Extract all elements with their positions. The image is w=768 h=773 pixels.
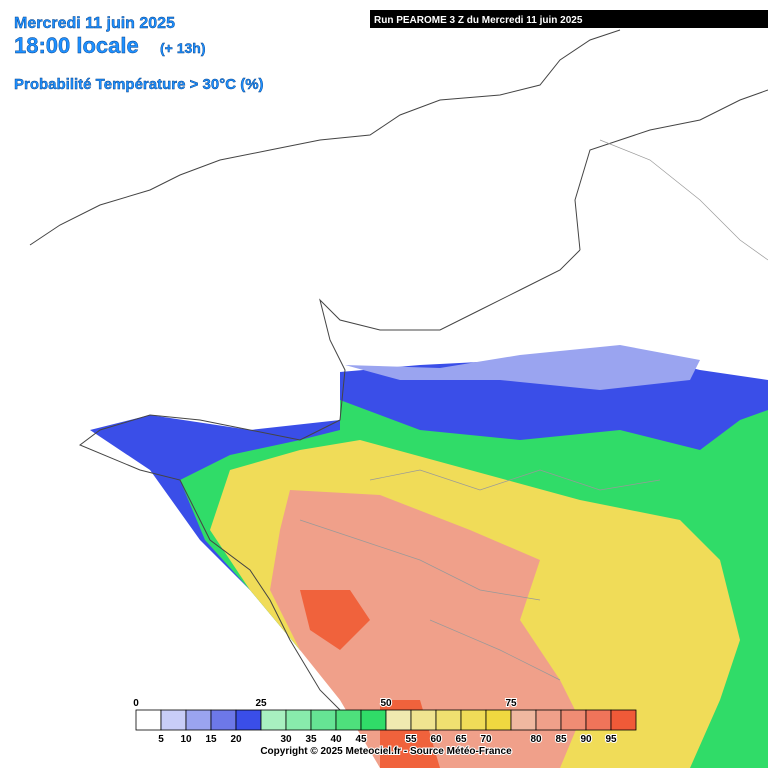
run-banner (370, 10, 768, 28)
legend-swatch (410, 709, 437, 731)
legend-label-bottom: 90 (580, 734, 592, 745)
probability-field (90, 345, 768, 768)
legend-swatch (210, 709, 237, 731)
legend-label-bottom: 45 (355, 734, 367, 745)
legend-label-bottom: 80 (530, 734, 542, 745)
legend-label-bottom: 35 (305, 734, 317, 745)
legend-label-bottom: 40 (330, 734, 342, 745)
legend-swatch (560, 709, 587, 731)
zone-light-blue (345, 345, 700, 390)
regional-borders (299, 139, 768, 681)
legend-swatch (235, 709, 262, 731)
legend-label-bottom: 10 (180, 734, 192, 745)
legend-swatch (435, 709, 462, 731)
legend-swatch (310, 709, 337, 731)
coastlines (29, 29, 768, 721)
legend-label-top: 50 (380, 698, 392, 709)
legend-swatch (185, 709, 212, 731)
legend: 0 25 50 75 5 10 15 20 30 35 40 45 55 60 65 70 80 85 90 95 (132, 697, 637, 746)
time: 18:00 locale (14, 33, 139, 58)
france-coast (79, 249, 581, 721)
lead-time: (+ 13h) (160, 40, 206, 56)
legend-label-bottom: 5 (158, 734, 164, 745)
legend-swatch (535, 709, 562, 731)
legend-swatch (610, 709, 637, 731)
legend-label-top: 25 (255, 698, 267, 709)
legend-swatch (285, 709, 312, 731)
legend-label-bottom: 15 (205, 734, 217, 745)
channel-coast (574, 89, 768, 251)
legend-swatch (460, 709, 487, 731)
legend-label-bottom: 55 (405, 734, 417, 745)
legend-label-bottom: 95 (605, 734, 617, 745)
legend-swatch (260, 709, 287, 731)
legend-label-bottom: 20 (230, 734, 242, 745)
legend-swatch (360, 709, 387, 731)
legend-label-bottom: 30 (280, 734, 292, 745)
copyright: Copyright © 2025 Meteociel.fr - Source M… (260, 746, 512, 757)
legend-swatch (485, 709, 512, 731)
legend-label-bottom: 65 (455, 734, 467, 745)
date: Mercredi 11 juin 2025 (14, 15, 175, 32)
legend-label-bottom: 60 (430, 734, 442, 745)
parameter: Probabilité Température > 30°C (%) (14, 76, 264, 93)
legend-swatch (585, 709, 612, 731)
legend-label-bottom: 70 (480, 734, 492, 745)
legend-swatch (335, 709, 362, 731)
legend-swatch (160, 709, 187, 731)
zone-salmon (270, 490, 580, 768)
legend-swatch (385, 709, 412, 731)
run-info: Run PEAROME 3 Z du Mercredi 11 juin 2025 (374, 15, 583, 26)
legend-swatch (135, 709, 162, 731)
legend-label-top: 0 (133, 698, 139, 709)
england-coast (29, 29, 621, 246)
legend-label-top: 75 (505, 698, 517, 709)
legend-label-bottom: 85 (555, 734, 567, 745)
legend-swatch (510, 709, 537, 731)
